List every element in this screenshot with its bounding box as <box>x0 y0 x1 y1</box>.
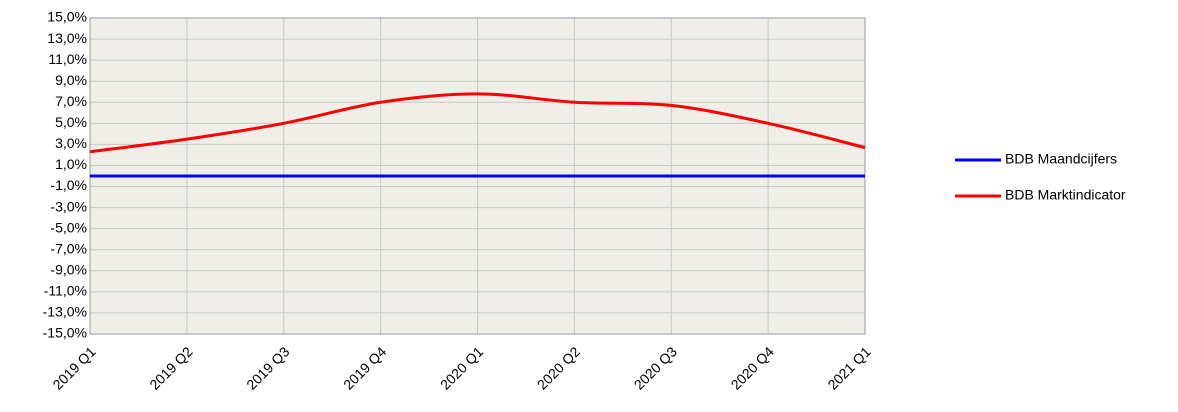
y-tick-label: 7,0% <box>55 93 87 109</box>
x-tick-label: 2019 Q3 <box>243 343 292 392</box>
y-tick-label: 3,0% <box>55 135 87 151</box>
x-tick-label: 2021 Q1 <box>824 343 873 392</box>
x-tick-label: 2019 Q2 <box>146 343 195 392</box>
y-tick-label: -9,0% <box>50 262 87 278</box>
y-tick-label: 15,0% <box>47 9 87 25</box>
x-tick-label: 2020 Q4 <box>728 343 777 392</box>
x-tick-label: 2020 Q3 <box>631 343 680 392</box>
series-line <box>89 92 866 154</box>
y-tick-label: 5,0% <box>55 114 87 130</box>
x-tick-label: 2020 Q2 <box>534 343 583 392</box>
y-tick-label: -11,0% <box>44 283 87 299</box>
legend-label: BDB Maandcijfers <box>1005 151 1117 167</box>
x-tick-label: 2019 Q4 <box>340 343 389 392</box>
y-tick-label: 9,0% <box>55 72 87 88</box>
y-tick-label: -5,0% <box>50 219 87 235</box>
y-tick-label: 1,0% <box>55 156 87 172</box>
x-tick-label: 2020 Q1 <box>437 343 486 392</box>
y-tick-label: -7,0% <box>50 240 87 256</box>
y-tick-label: -15,0% <box>43 325 87 341</box>
y-tick-label: -13,0% <box>43 304 87 320</box>
y-tick-label: -3,0% <box>50 198 87 214</box>
y-tick-label: -1,0% <box>50 177 87 193</box>
x-tick-label: 2019 Q1 <box>49 343 98 392</box>
legend-label: BDB Marktindicator <box>1005 187 1126 203</box>
y-tick-label: 13,0% <box>47 30 87 46</box>
y-tick-label: 11,0% <box>48 51 87 67</box>
